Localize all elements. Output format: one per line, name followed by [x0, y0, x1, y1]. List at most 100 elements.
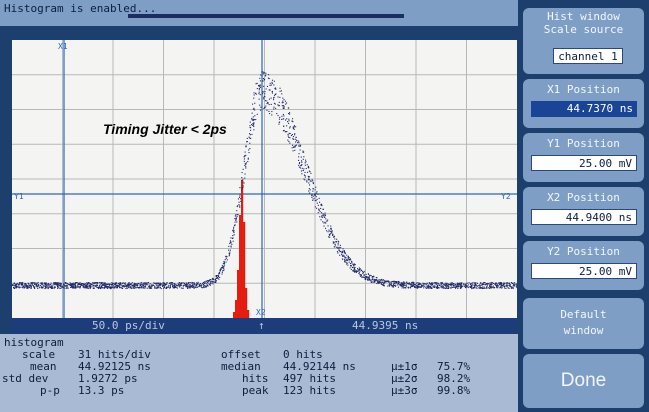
trace-point	[78, 286, 80, 288]
trace-point	[396, 282, 398, 284]
trace-point	[263, 98, 265, 100]
y2-position-field[interactable]: 25.00 mV	[531, 263, 637, 279]
trace-point	[231, 243, 233, 245]
trace-point	[454, 283, 456, 285]
y1-position-panel[interactable]: Y1 Position 25.00 mV	[523, 133, 644, 182]
trace-point	[330, 228, 332, 230]
trace-point	[239, 195, 241, 197]
trace-point	[472, 283, 474, 285]
trace-point	[444, 285, 446, 287]
trace-point	[51, 287, 53, 289]
default-window-button[interactable]: Default window	[523, 298, 644, 349]
trace-point	[383, 283, 385, 285]
trace-point	[46, 286, 48, 288]
trace-point	[45, 286, 47, 288]
trace-point	[144, 282, 146, 284]
y1-position-field[interactable]: 25.00 mV	[531, 155, 637, 171]
trace-point	[456, 284, 458, 286]
trace-point	[437, 282, 439, 284]
trace-point	[504, 287, 506, 289]
trace-point	[83, 284, 85, 286]
trace-point	[60, 283, 62, 285]
trace-point	[367, 273, 369, 275]
trace-point	[164, 284, 166, 286]
trace-point	[27, 287, 29, 289]
trace-point	[185, 282, 187, 284]
x1-position-panel[interactable]: X1 Position 44.7370 ns	[523, 79, 644, 128]
trace-point	[303, 151, 305, 153]
done-button[interactable]: Done	[523, 354, 644, 408]
trace-point	[249, 121, 251, 123]
trace-point	[486, 283, 488, 285]
side-menu: Hist window Scale source channel 1 X1 Po…	[518, 0, 649, 412]
trace-point	[78, 282, 80, 284]
trace-point	[123, 285, 125, 287]
trace-point	[376, 283, 378, 285]
trace-point	[12, 283, 14, 285]
trace-point	[499, 286, 501, 288]
trace-point	[188, 284, 190, 286]
sigma3-label: µ±3σ	[391, 384, 418, 397]
trace-point	[126, 284, 128, 286]
x2-position-panel[interactable]: X2 Position 44.9400 ns	[523, 187, 644, 236]
trace-point	[91, 284, 93, 286]
trace-point	[446, 285, 448, 287]
trace-point	[420, 283, 422, 285]
y2-position-panel[interactable]: Y2 Position 25.00 mV	[523, 241, 644, 290]
trace-point	[240, 198, 242, 200]
scale-source-select[interactable]: channel 1	[553, 48, 623, 64]
x2-position-field[interactable]: 44.9400 ns	[531, 209, 637, 225]
trace-point	[337, 252, 339, 254]
trace-point	[213, 281, 215, 283]
trace-point	[344, 257, 346, 259]
trace-point	[302, 158, 304, 160]
trace-point	[124, 283, 126, 285]
trace-point	[242, 181, 244, 183]
trace-point	[93, 284, 95, 286]
trace-point	[407, 286, 409, 288]
trace-point	[130, 286, 132, 288]
trace-point	[103, 283, 105, 285]
trace-point	[443, 284, 445, 286]
trace-point	[271, 79, 273, 81]
trace-point	[245, 145, 247, 147]
trace-point	[295, 144, 297, 146]
trace-point	[120, 287, 122, 289]
trace-point	[27, 285, 29, 287]
trace-point	[392, 285, 394, 287]
trace-point	[461, 285, 463, 287]
trace-point	[219, 269, 221, 271]
x2-position-label: X2 Position	[547, 191, 620, 204]
trace-point	[403, 284, 405, 286]
trace-point	[81, 283, 83, 285]
trace-point	[353, 270, 355, 272]
trace-point	[294, 138, 296, 140]
trace-point	[25, 285, 27, 287]
trace-point	[391, 286, 393, 288]
trace-point	[493, 282, 495, 284]
trace-point	[69, 282, 71, 284]
trace-point	[253, 97, 255, 99]
trace-point	[349, 267, 351, 269]
x1-position-field[interactable]: 44.7370 ns	[531, 101, 637, 117]
trace-point	[292, 126, 294, 128]
scale-source-panel[interactable]: Hist window Scale source channel 1	[523, 8, 644, 74]
trace-point	[323, 216, 325, 218]
trace-point	[289, 142, 291, 144]
trace-point	[43, 282, 45, 284]
trace-point	[179, 283, 181, 285]
trace-point	[104, 283, 106, 285]
trace-point	[327, 219, 329, 221]
trace-point	[418, 286, 420, 288]
trace-point	[426, 282, 428, 284]
trace-point	[239, 187, 241, 189]
scope-display[interactable]: X1 X2 Y1 Y2 Timing Jitter < 2ps	[12, 40, 517, 318]
trace-point	[94, 282, 96, 284]
trace-point	[127, 283, 129, 285]
trace-point	[305, 159, 307, 161]
trace-point	[442, 285, 444, 287]
trace-point	[382, 284, 384, 286]
trace-point	[53, 282, 55, 284]
trace-point	[381, 281, 383, 283]
trace-point	[334, 238, 336, 240]
